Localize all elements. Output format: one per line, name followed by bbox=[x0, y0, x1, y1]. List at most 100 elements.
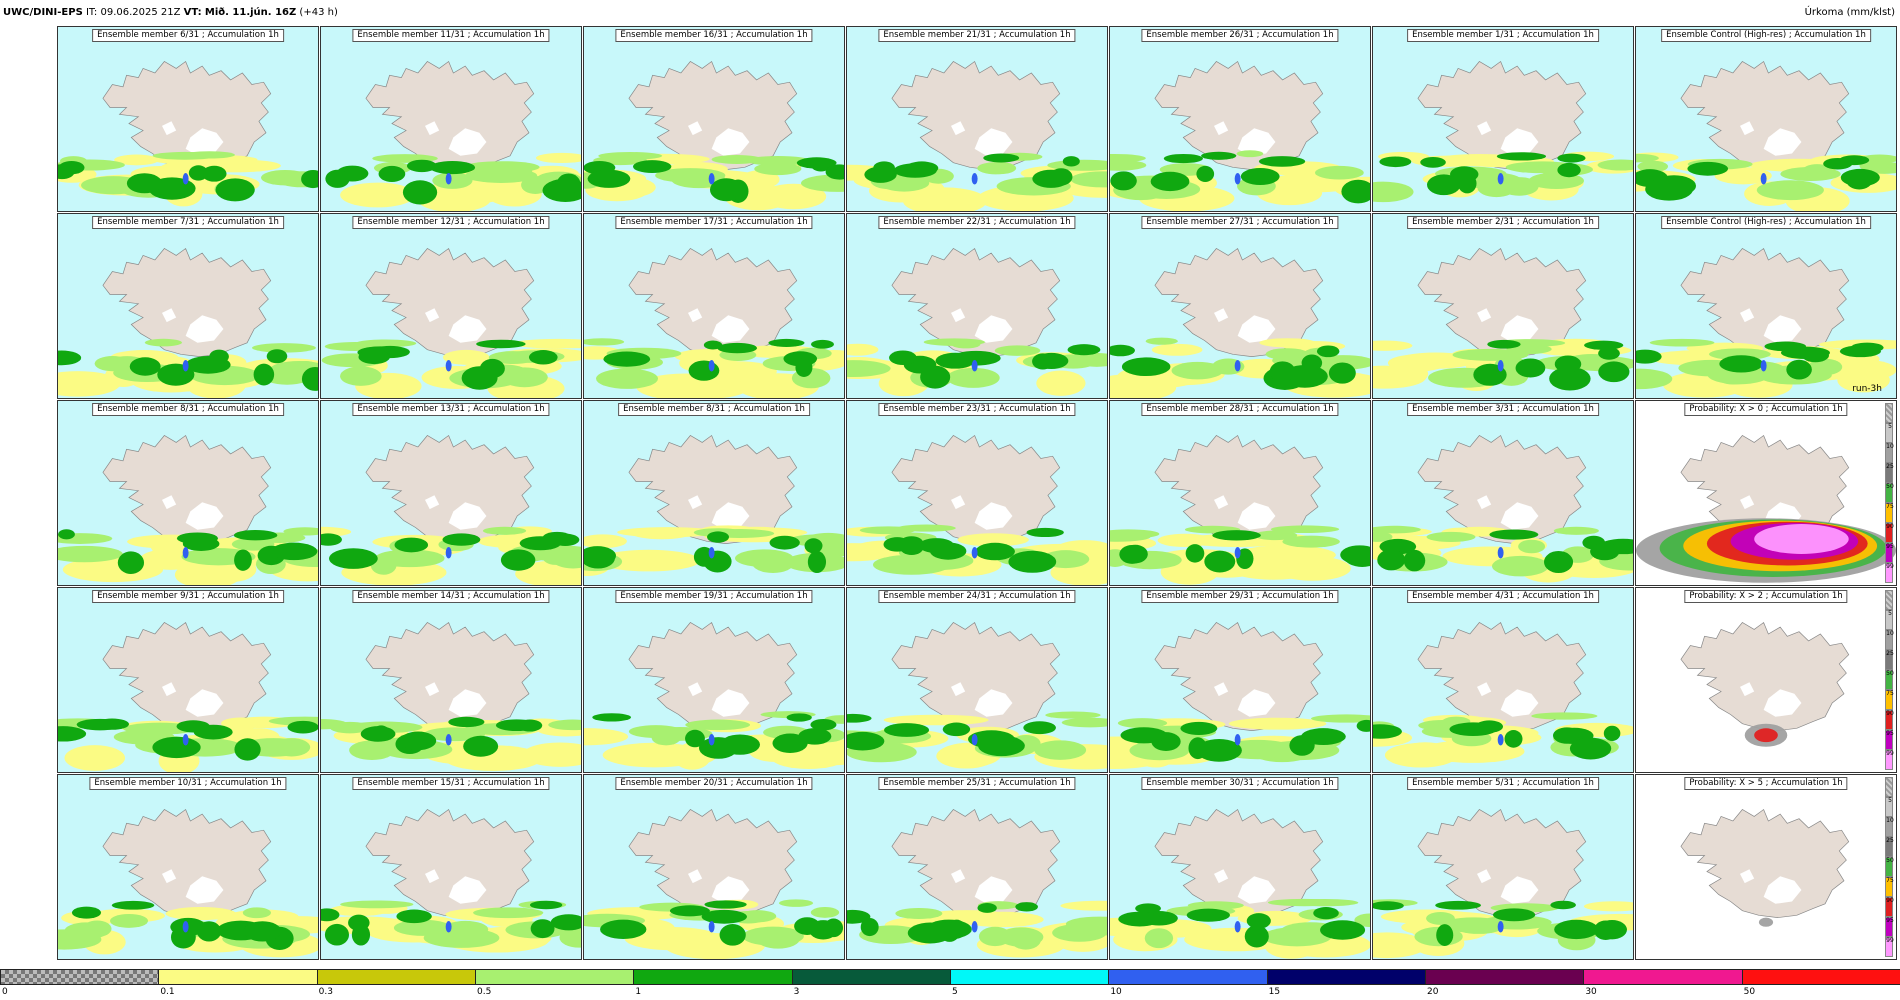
precip-area bbox=[633, 160, 672, 174]
precip-map bbox=[1636, 214, 1896, 398]
valid-time-label: VT: bbox=[183, 7, 202, 18]
precip-area bbox=[374, 549, 445, 568]
glacier-area bbox=[425, 308, 440, 323]
precip-area bbox=[1121, 357, 1171, 377]
precip-area bbox=[983, 153, 1020, 163]
map-panel: Ensemble member 4/31 ; Accumulation 1h bbox=[1372, 587, 1634, 773]
glacier-area bbox=[162, 495, 177, 510]
precip-area bbox=[1492, 908, 1536, 922]
precip-area bbox=[1515, 358, 1546, 378]
precip-area bbox=[252, 343, 316, 353]
map-panel: Ensemble member 3/31 ; Accumulation 1h bbox=[1372, 400, 1634, 586]
precip-area bbox=[117, 551, 145, 574]
precip-area bbox=[1246, 913, 1271, 929]
map-panel: Ensemble member 21/31 ; Accumulation 1h bbox=[846, 26, 1108, 212]
panel-title: Ensemble member 5/31 ; Accumulation 1h bbox=[1407, 777, 1599, 790]
precip-area bbox=[975, 542, 1015, 561]
iceland-landmass bbox=[628, 808, 798, 918]
iceland-landmass bbox=[891, 60, 1061, 170]
glacier-area bbox=[951, 869, 966, 884]
map-panel: Ensemble member 25/31 ; Accumulation 1h bbox=[846, 774, 1108, 960]
colorbar-cell bbox=[791, 969, 951, 985]
colorbar-label: 30 bbox=[1585, 987, 1597, 997]
iceland-landmass bbox=[1417, 247, 1587, 357]
iceland-landmass bbox=[1154, 808, 1324, 918]
precip-area bbox=[769, 535, 800, 550]
probability-scale-label: 90 bbox=[1886, 710, 1894, 717]
probability-scale-label: 90 bbox=[1886, 897, 1894, 904]
precip-area bbox=[1569, 737, 1612, 760]
precip-max-area bbox=[971, 734, 978, 746]
precip-area bbox=[961, 911, 1044, 928]
precip-area bbox=[1518, 539, 1546, 554]
probability-scale: 5 10 25 50 75 90 95 99 bbox=[1885, 590, 1895, 770]
precip-max-area bbox=[1497, 547, 1504, 559]
precip-area bbox=[1023, 721, 1056, 735]
precip-area bbox=[1135, 903, 1161, 914]
precip-area bbox=[340, 900, 414, 909]
glacier-area bbox=[185, 315, 224, 343]
probability-scale-cell bbox=[1885, 936, 1893, 957]
precip-area bbox=[1067, 344, 1101, 356]
precip-area bbox=[442, 533, 481, 546]
precip-area bbox=[530, 919, 555, 939]
precip-area bbox=[1709, 348, 1771, 361]
precip-area bbox=[1262, 927, 1332, 947]
precip-area bbox=[1110, 171, 1137, 191]
precip-area bbox=[1823, 157, 1853, 170]
model-name: UWC/DINI-EPS bbox=[3, 7, 83, 18]
precip-area bbox=[600, 919, 647, 939]
precip-area bbox=[372, 725, 391, 741]
precip-area bbox=[1756, 180, 1824, 201]
glacier-area bbox=[1237, 128, 1276, 156]
probability-scale-cell bbox=[1885, 877, 1893, 897]
iceland-landmass bbox=[1154, 434, 1324, 544]
precip-area bbox=[1590, 542, 1620, 561]
precip-max-area bbox=[182, 173, 189, 185]
precip-max-area bbox=[1497, 921, 1504, 933]
glacier-area bbox=[1763, 315, 1802, 343]
precip-area bbox=[473, 907, 544, 919]
precip-area bbox=[1373, 340, 1413, 351]
precip-area bbox=[685, 729, 705, 748]
iceland-landmass bbox=[1680, 247, 1850, 357]
precip-area bbox=[126, 173, 163, 194]
glacier-area bbox=[1763, 689, 1802, 717]
precip-area bbox=[1282, 535, 1340, 548]
precip-area bbox=[592, 713, 632, 722]
precip-map bbox=[1110, 214, 1370, 398]
glacier-area bbox=[951, 121, 966, 136]
probability-scale-cell bbox=[1885, 816, 1893, 837]
precip-area bbox=[1311, 714, 1370, 723]
colorbar-label: 5 bbox=[952, 987, 958, 997]
precip-area bbox=[448, 716, 485, 728]
precip-area bbox=[603, 351, 651, 367]
precip-area bbox=[1719, 355, 1764, 373]
precip-area bbox=[596, 549, 701, 572]
panel-title: Ensemble member 30/31 ; Accumulation 1h bbox=[1141, 777, 1339, 790]
iceland-landmass bbox=[891, 434, 1061, 544]
precip-area bbox=[442, 349, 490, 365]
probability-scale-cell bbox=[1885, 917, 1893, 937]
precip-max-area bbox=[971, 173, 978, 185]
precip-map bbox=[58, 775, 318, 959]
precip-area bbox=[340, 366, 382, 386]
precip-max-area bbox=[1234, 921, 1241, 933]
precip-area bbox=[1554, 919, 1599, 940]
iceland-landmass bbox=[1417, 60, 1587, 170]
precip-area bbox=[847, 731, 885, 751]
precip-area bbox=[735, 549, 794, 568]
glacier-area bbox=[711, 502, 750, 530]
map-panel: Ensemble member 16/31 ; Accumulation 1h bbox=[583, 26, 845, 212]
map-panel: Ensemble member 30/31 ; Accumulation 1h bbox=[1109, 774, 1371, 960]
precip-area bbox=[1835, 360, 1896, 381]
precip-area bbox=[720, 734, 760, 755]
probability-scale: 5 10 25 50 75 90 95 99 bbox=[1885, 403, 1895, 583]
precip-area bbox=[1557, 153, 1586, 163]
panel-title: Probability: X > 2 ; Accumulation 1h bbox=[1684, 590, 1848, 603]
precip-area bbox=[58, 350, 82, 366]
precip-area bbox=[324, 923, 350, 946]
iceland-landmass bbox=[1417, 808, 1587, 918]
probability-scale-cell bbox=[1885, 837, 1893, 857]
panel-title: Ensemble member 12/31 ; Accumulation 1h bbox=[352, 216, 550, 229]
